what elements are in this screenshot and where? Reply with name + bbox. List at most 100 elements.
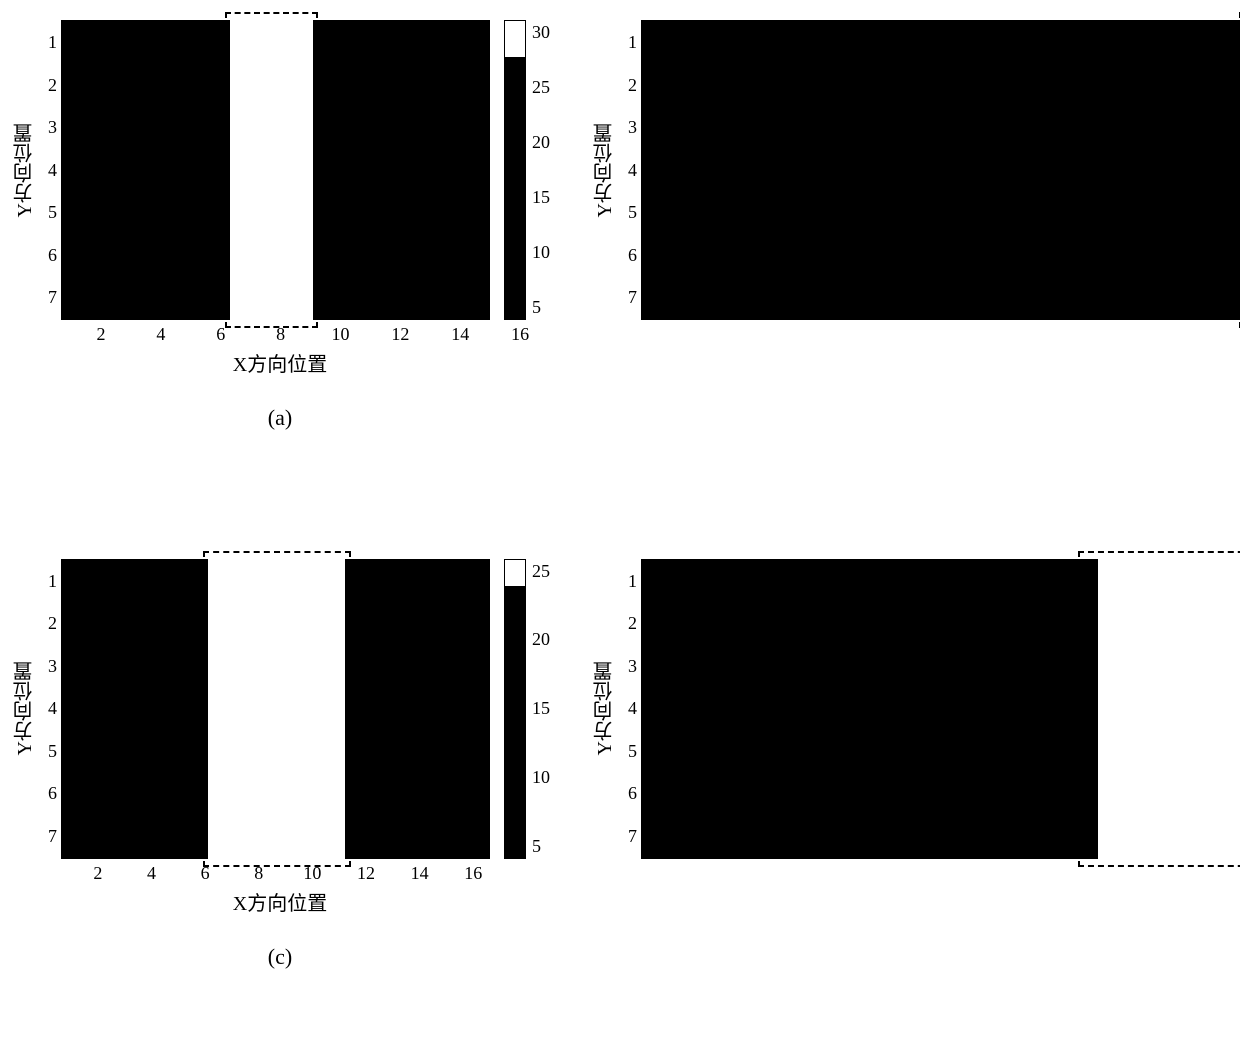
panel-b-plot: [641, 20, 1240, 320]
panel-c-plot: [61, 559, 490, 859]
panel-d-yaxis: Y方向位置 1 2 3 4 5 6 7: [590, 559, 641, 859]
xtick: 14: [411, 863, 429, 884]
cbar-tick: 20: [532, 132, 550, 153]
ytick: 4: [41, 698, 57, 719]
panel-d-plot: [641, 559, 1240, 859]
cbar-tick: 25: [532, 77, 550, 98]
xtick: 6: [201, 863, 210, 884]
panel-c-chart-row: Y方向位置 1 2 3 4 5 6 7: [10, 559, 550, 859]
xtick: 4: [147, 863, 156, 884]
heatmap-band: [230, 20, 313, 320]
ytick: 6: [621, 245, 637, 266]
panel-a-yticks: 1 2 3 4 5 6 7: [41, 20, 61, 320]
panel-a-plot: [61, 20, 490, 320]
ytick: 3: [621, 656, 637, 677]
panel-a: Y方向位置 1 2 3 4 5 6 7: [10, 20, 550, 499]
cbar-tick: 20: [532, 629, 550, 650]
ytick: 6: [41, 245, 57, 266]
panel-a-yaxis: Y方向位置 1 2 3 4 5 6 7: [10, 20, 61, 320]
panel-c: Y方向位置 1 2 3 4 5 6 7: [10, 559, 550, 1038]
cbar-tick: 5: [532, 836, 550, 857]
panel-d-chart-row: Y方向位置 1 2 3 4 5 6 7: [590, 559, 1240, 859]
panel-a-xlabel: X方向位置: [233, 348, 327, 377]
panel-a-sublabel: (a): [268, 405, 292, 431]
panel-c-yticks: 1 2 3 4 5 6 7: [41, 559, 61, 859]
ytick: 2: [621, 613, 637, 634]
panel-a-chart-row: Y方向位置 1 2 3 4 5 6 7: [10, 20, 550, 320]
panel-a-xaxis: 246810121416 X方向位置: [10, 324, 550, 377]
ytick: 7: [41, 826, 57, 847]
ytick: 3: [41, 117, 57, 138]
ytick: 5: [621, 202, 637, 223]
panel-a-ylabel: Y方向位置: [10, 123, 39, 217]
colorbar-ticks: 30 25 20 15 10 5: [532, 20, 550, 320]
ytick: 1: [621, 571, 637, 592]
figure-grid: Y方向位置 1 2 3 4 5 6 7: [10, 20, 1230, 1037]
ytick: 1: [41, 571, 57, 592]
ytick: 7: [621, 826, 637, 847]
ytick: 5: [41, 202, 57, 223]
colorbar: [504, 20, 526, 320]
xtick: 10: [303, 863, 321, 884]
ytick: 4: [41, 160, 57, 181]
panel-d-ylabel: Y方向位置: [590, 661, 619, 755]
xtick: 12: [357, 863, 375, 884]
panel-a-xticks: 246810121416: [71, 324, 550, 346]
heatmap-bg: [641, 20, 1240, 320]
panel-c-xticks: 246810121416: [71, 863, 500, 885]
colorbar-ticks: 25 20 15 10 5: [532, 559, 550, 859]
panel-c-xaxis: 246810121416 X方向位置: [10, 863, 550, 916]
xtick: 8: [276, 324, 285, 345]
ytick: 1: [41, 32, 57, 53]
panel-c-colorbar: 25 20 15 10 5: [504, 559, 550, 859]
colorbar-high: [505, 560, 525, 587]
cbar-tick: 30: [532, 22, 550, 43]
panel-b-yaxis: Y方向位置 1 2 3 4 5 6 7: [590, 20, 641, 320]
panel-c-xlabel: X方向位置: [233, 887, 327, 916]
ytick: 6: [41, 783, 57, 804]
ytick: 2: [621, 75, 637, 96]
panel-b-xaxis: 246811131517 X方向位置: [590, 324, 1240, 377]
panel-d-yticks: 1 2 3 4 5 6 7: [621, 559, 641, 859]
xtick: 4: [156, 324, 165, 345]
panel-b-chart-row: Y方向位置 1 2 3 4 5 6 7: [590, 20, 1240, 320]
ytick: 6: [621, 783, 637, 804]
cbar-tick: 25: [532, 561, 550, 582]
panel-b-yticks: 1 2 3 4 5 6 7: [621, 20, 641, 320]
panel-d-xaxis: 246810121416 X方向位置: [590, 863, 1240, 916]
cbar-tick: 10: [532, 242, 550, 263]
xtick: 6: [216, 324, 225, 345]
ytick: 7: [41, 287, 57, 308]
ytick: 1: [621, 32, 637, 53]
panel-b-ylabel: Y方向位置: [590, 123, 619, 217]
panel-c-sublabel: (c): [268, 944, 292, 970]
cbar-tick: 5: [532, 297, 550, 318]
xtick: 2: [93, 863, 102, 884]
xtick: 16: [511, 324, 529, 345]
ytick: 5: [41, 741, 57, 762]
xtick: 14: [451, 324, 469, 345]
ytick: 7: [621, 287, 637, 308]
panel-c-yaxis: Y方向位置 1 2 3 4 5 6 7: [10, 559, 61, 859]
ytick: 5: [621, 741, 637, 762]
xtick: 16: [464, 863, 482, 884]
xtick: 12: [391, 324, 409, 345]
heatmap-band: [208, 559, 345, 859]
panel-b: Y方向位置 1 2 3 4 5 6 7: [590, 20, 1240, 499]
panel-d-xticks: 246810121416: [1231, 863, 1240, 885]
ytick: 2: [41, 75, 57, 96]
ytick: 4: [621, 160, 637, 181]
panel-a-colorbar: 30 25 20 15 10 5: [504, 20, 550, 320]
cbar-tick: 15: [532, 187, 550, 208]
xtick: 10: [331, 324, 349, 345]
cbar-tick: 10: [532, 767, 550, 788]
ytick: 4: [621, 698, 637, 719]
ytick: 3: [621, 117, 637, 138]
panel-d: Y方向位置 1 2 3 4 5 6 7: [590, 559, 1240, 1038]
ytick: 2: [41, 613, 57, 634]
heatmap-band: [1098, 559, 1240, 859]
colorbar: [504, 559, 526, 859]
panel-c-ylabel: Y方向位置: [10, 661, 39, 755]
ytick: 3: [41, 656, 57, 677]
cbar-tick: 15: [532, 698, 550, 719]
